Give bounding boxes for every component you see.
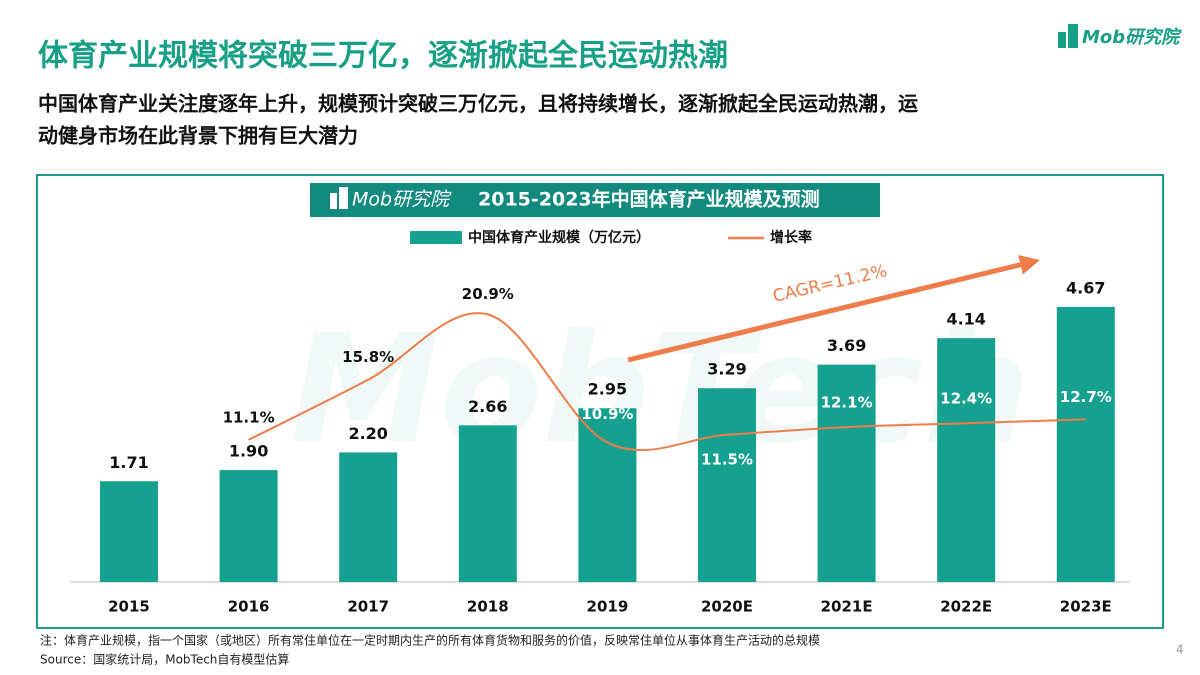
- slide-title: 体育产业规模将突破三万亿，逐渐掀起全民运动热潮: [38, 39, 728, 74]
- x-tick-label: 2015: [108, 598, 150, 616]
- x-tick-label: 2019: [587, 598, 629, 616]
- data-label: 4.14: [946, 310, 985, 329]
- data-label: 12.1%: [821, 394, 873, 412]
- x-tick-label: 2020E: [701, 598, 753, 616]
- watermark: MobTech: [290, 303, 1030, 477]
- data-label: 1.71: [109, 453, 148, 472]
- data-label: 2.95: [588, 380, 627, 399]
- legend-swatch: [410, 231, 462, 244]
- chart-frame: [36, 174, 1164, 629]
- subtitle: 中国体育产业关注度逐年上升，规模预计突破三万亿元，且将持续增长，逐渐掀起全民运动…: [38, 92, 918, 116]
- bar: [339, 452, 398, 582]
- data-label: 11.5%: [701, 450, 753, 468]
- bar: [100, 481, 158, 582]
- source: Source：国家统计局，MobTech自有模型估算: [40, 652, 289, 667]
- bar: [1056, 306, 1115, 582]
- line: [248, 312, 1086, 452]
- bar: [578, 408, 637, 582]
- bar: [458, 425, 517, 582]
- logo-icon: [1068, 24, 1078, 48]
- x-tick-label: 2017: [347, 598, 389, 616]
- bar: [698, 388, 756, 582]
- subtitle: 动健身市场在此背景下拥有巨大潜力: [38, 124, 358, 148]
- data-label: 4.67: [1066, 278, 1105, 297]
- x-tick-label: 2016: [228, 598, 270, 616]
- data-label: 10.9%: [581, 405, 633, 423]
- data-label: 11.1%: [223, 408, 275, 426]
- logo-icon: [1058, 32, 1066, 48]
- x-tick-label: 2023E: [1060, 598, 1112, 616]
- page-number: 4: [1176, 643, 1184, 657]
- data-label: 3.29: [707, 360, 746, 379]
- footnote: 注：体育产业规模，指一个国家（或地区）所有常住单位在一定时期内生产的所有体育货物…: [40, 633, 820, 648]
- data-label: 3.69: [827, 336, 866, 355]
- data-label: 15.8%: [342, 348, 394, 366]
- legend-label: 中国体育产业规模（万亿元）: [468, 229, 650, 246]
- data-label: 1.90: [229, 442, 268, 461]
- bar: [219, 470, 278, 582]
- chart-title: 2015-2023年中国体育产业规模及预测: [478, 188, 820, 211]
- logo-text: Mob研究院: [1082, 27, 1182, 48]
- cagr-arrow: [627, 255, 1040, 363]
- logo: Mob研究院: [1058, 24, 1182, 48]
- bar: [817, 364, 876, 582]
- data-label: 20.9%: [462, 285, 514, 303]
- legend-label: 增长率: [770, 229, 812, 246]
- logo-icon: [339, 187, 348, 209]
- chart-title-banner: [310, 183, 880, 217]
- data-label: 2.66: [468, 397, 507, 416]
- x-tick-label: 2022E: [940, 598, 992, 616]
- data-label: 12.7%: [1060, 388, 1112, 406]
- x-tick-label: 2018: [467, 598, 509, 616]
- logo-icon: [330, 193, 337, 209]
- data-label: 12.4%: [940, 390, 992, 408]
- bar: [937, 338, 996, 582]
- data-label: 2.20: [348, 424, 387, 443]
- x-tick-label: 2021E: [821, 598, 873, 616]
- chart-logo: Mob研究院: [352, 189, 452, 211]
